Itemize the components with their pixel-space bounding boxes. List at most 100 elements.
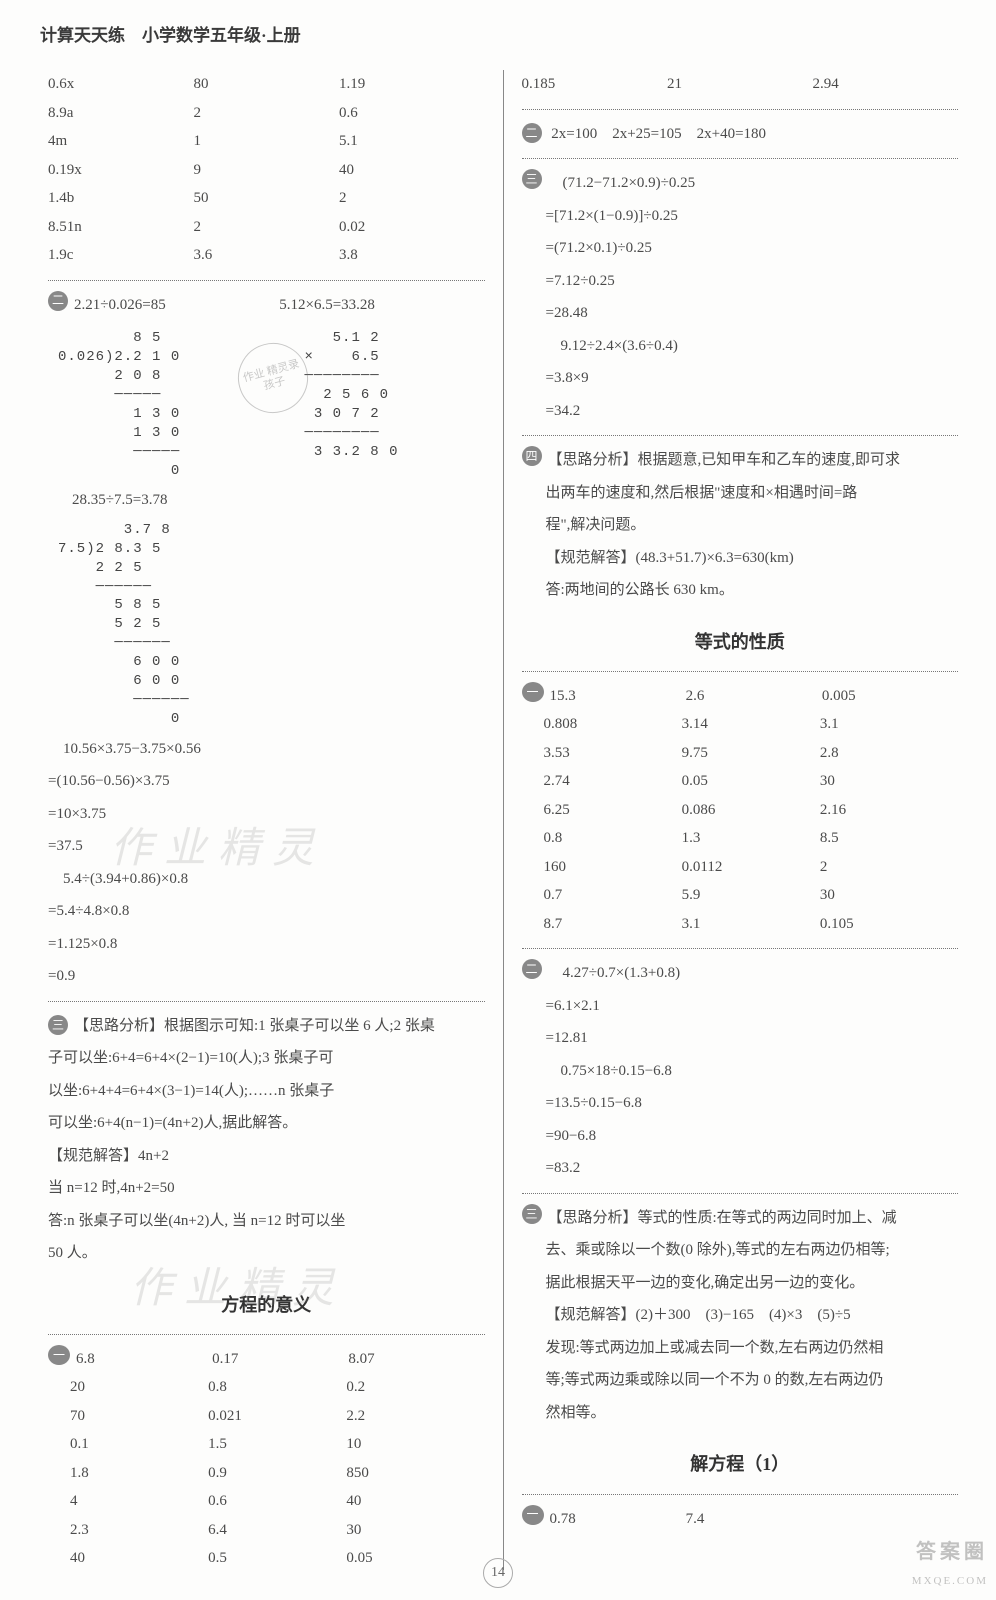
two-column-layout: 0.6x801.198.9a20.64m15.10.19x9401.4b5028… bbox=[40, 70, 966, 1570]
cell: 3.1 bbox=[820, 710, 958, 739]
cell: 2.8 bbox=[820, 739, 958, 768]
text: 【规范解答】(2)＋300 (3)−165 (4)×3 (5)÷5 bbox=[546, 1307, 851, 1323]
bullet-icon: 二 bbox=[48, 291, 68, 311]
spacer bbox=[48, 1459, 70, 1488]
separator bbox=[48, 1001, 485, 1002]
table-row: 4m15.1 bbox=[48, 127, 485, 156]
table-row: 700.0212.2 bbox=[48, 1402, 485, 1431]
text: 【思路分析】根据题意,已知甲车和乙车的速度,即可求 bbox=[548, 452, 901, 468]
cell: 2 bbox=[820, 853, 958, 882]
spacer bbox=[522, 767, 544, 796]
text: 【思路分析】等式的性质:在等式的两边同时加上、减 bbox=[548, 1210, 897, 1226]
corner-logo: 答案圈 MXQE.COM bbox=[912, 1533, 988, 1592]
text: 答:两地间的公路长 630 km。 bbox=[546, 582, 734, 598]
calc-sequence: (71.2−71.2×0.9)÷0.25=[71.2×(1−0.9)]÷0.25… bbox=[546, 169, 959, 328]
calc-line: =[71.2×(1−0.9)]÷0.25 bbox=[546, 202, 959, 231]
cell: 3.53 bbox=[544, 739, 682, 768]
text-line: 以坐:6+4+4=6+4×(3−1)=14(人);……n 张桌子 bbox=[48, 1077, 485, 1106]
cell: 6.8 bbox=[76, 1345, 212, 1374]
separator bbox=[522, 109, 959, 110]
cell: 8.51n bbox=[48, 213, 194, 242]
cell: 0.1 bbox=[70, 1430, 208, 1459]
table-row: 1.9c3.63.8 bbox=[48, 241, 485, 270]
cell: 0.6 bbox=[208, 1487, 346, 1516]
cell: 0.05 bbox=[346, 1544, 484, 1573]
table-row: 1.4b502 bbox=[48, 184, 485, 213]
calc-sequence: 0.75×18÷0.15−6.8=13.5÷0.15−6.8=90−6.8=83… bbox=[522, 1057, 959, 1183]
bullet-icon: 一 bbox=[522, 682, 544, 702]
text-line: 程",解决问题。 bbox=[546, 511, 959, 540]
logo-main: 答案圈 bbox=[916, 1533, 988, 1571]
cell: 0.6 bbox=[339, 99, 485, 128]
cell: 40 bbox=[70, 1544, 208, 1573]
table-row: 1600.01122 bbox=[522, 853, 959, 882]
cell: 3.8 bbox=[339, 241, 485, 270]
table-row: 一6.80.178.07 bbox=[48, 1345, 485, 1374]
cell: 3.14 bbox=[682, 710, 820, 739]
eq: 2x=100 2x+25=105 2x+40=180 bbox=[551, 126, 766, 142]
table-row: 40.640 bbox=[48, 1487, 485, 1516]
separator bbox=[522, 158, 959, 159]
calc-line: =3.8×9 bbox=[546, 364, 959, 393]
text: 【思路分析】根据图示可知:1 张桌子可以坐 6 人;2 张桌 bbox=[74, 1018, 435, 1034]
calc-sequence: 9.12÷2.4×(3.6÷0.4)=3.8×9=34.2 bbox=[522, 332, 959, 426]
cell: 1.5 bbox=[208, 1430, 346, 1459]
calc-line: =37.5 bbox=[48, 832, 485, 861]
calc-line: =5.4÷4.8×0.8 bbox=[48, 897, 485, 926]
section-title: 方程的意义 bbox=[48, 1288, 485, 1322]
separator bbox=[522, 671, 959, 672]
text-line: 然相等。 bbox=[546, 1399, 959, 1428]
cell: 6.4 bbox=[208, 1516, 346, 1545]
left-table-1: 0.6x801.198.9a20.64m15.10.19x9401.4b5028… bbox=[48, 70, 485, 270]
analysis-block: 三 【思路分析】等式的性质:在等式的两边同时加上、减去、乘或除以一个数(0 除外… bbox=[522, 1204, 959, 1428]
page-title: 计算天天练 小学数学五年级·上册 bbox=[40, 20, 966, 52]
bullet-icon: 一 bbox=[48, 1345, 70, 1365]
eq-line: 二 2x=100 2x+25=105 2x+40=180 bbox=[522, 120, 959, 149]
cell: 5.9 bbox=[682, 881, 820, 910]
table-row: 2.36.430 bbox=[48, 1516, 485, 1545]
text-line: 发现:等式两边加上或减去同一个数,左右两边仍然相 bbox=[546, 1334, 959, 1363]
text: 然相等。 bbox=[546, 1405, 606, 1421]
cell: 1.19 bbox=[339, 70, 485, 99]
left-table-2: 一6.80.178.07200.80.2700.0212.20.11.5101.… bbox=[48, 1345, 485, 1573]
separator bbox=[522, 948, 959, 949]
cell: 7.4 bbox=[686, 1505, 822, 1534]
calc-block: 三 (71.2−71.2×0.9)÷0.25=[71.2×(1−0.9)]÷0.… bbox=[522, 169, 959, 328]
text: 子可以坐:6+4=6+4×(2−1)=10(人);3 张桌子可 bbox=[48, 1050, 333, 1066]
table-row: 一 0.78 7.4 bbox=[522, 1505, 959, 1534]
spacer bbox=[522, 710, 544, 739]
cell: 1.3 bbox=[682, 824, 820, 853]
cell: 1.8 bbox=[70, 1459, 208, 1488]
bullet-icon: 二 bbox=[522, 959, 542, 979]
table-row: 0.185 21 2.94 bbox=[522, 70, 959, 99]
cell: 2 bbox=[339, 184, 485, 213]
text-line: 【思路分析】根据题意,已知甲车和乙车的速度,即可求 bbox=[546, 446, 959, 475]
cell: 0.5 bbox=[208, 1544, 346, 1573]
table-row: 0.19x940 bbox=[48, 156, 485, 185]
cell: 2 bbox=[194, 213, 340, 242]
cell: 4 bbox=[70, 1487, 208, 1516]
text-line: 【思路分析】等式的性质:在等式的两边同时加上、减 bbox=[546, 1204, 959, 1233]
table-row: 6.250.0862.16 bbox=[522, 796, 959, 825]
cell: 0.8 bbox=[208, 1373, 346, 1402]
text-line: 【规范解答】(2)＋300 (3)−165 (4)×3 (5)÷5 bbox=[546, 1301, 959, 1330]
calc-line: =0.9 bbox=[48, 962, 485, 991]
cell: 0.8 bbox=[544, 824, 682, 853]
table-row: 一15.32.60.005 bbox=[522, 682, 959, 711]
cell: 8.9a bbox=[48, 99, 194, 128]
page-number: 14 bbox=[483, 1558, 513, 1588]
table-row: 0.8083.143.1 bbox=[522, 710, 959, 739]
analysis-text: 【思路分析】根据题意,已知甲车和乙车的速度,即可求出两车的速度和,然后根据"速度… bbox=[546, 446, 959, 605]
spacer bbox=[522, 739, 544, 768]
multiplication-1: 5.1 2 × 6.5 ──────── 2 5 6 0 3 0 7 2 ───… bbox=[276, 329, 484, 461]
cell: 0.6x bbox=[48, 70, 194, 99]
bullet-icon: 三 bbox=[522, 1204, 542, 1224]
cell: 2.94 bbox=[813, 70, 959, 99]
calc-block: 二 4.27÷0.7×(1.3+0.8)=6.1×2.1=12.81 bbox=[522, 959, 959, 1053]
table-row: 400.50.05 bbox=[48, 1544, 485, 1573]
spacer bbox=[522, 824, 544, 853]
text: 等;等式两边乘或除以同一个不为 0 的数,左右两边仍 bbox=[546, 1372, 884, 1388]
table-row: 200.80.2 bbox=[48, 1373, 485, 1402]
table-row: 3.539.752.8 bbox=[522, 739, 959, 768]
cell: 9 bbox=[194, 156, 340, 185]
